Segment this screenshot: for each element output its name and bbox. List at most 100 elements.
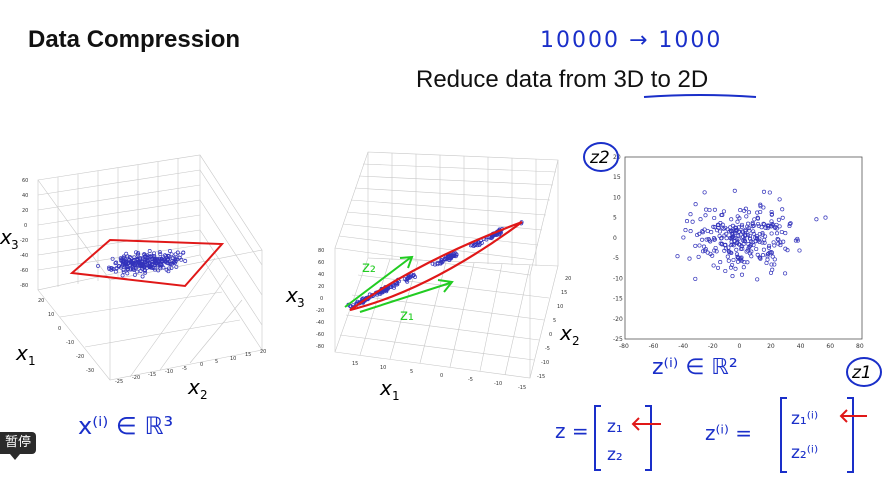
scatter-point — [730, 234, 736, 239]
middle-x1tick-labels: 15 10 5 0 -5 -10 -15 — [352, 361, 526, 391]
scatter-point — [675, 254, 680, 259]
ztick: 60 — [22, 178, 28, 184]
formulas: z = z₁ z₂ z⁽ⁱ⁾ = z₁⁽ⁱ⁾ z₂⁽ⁱ⁾ — [555, 397, 867, 473]
scatter-point — [772, 243, 777, 248]
middle-arrow-label-z2: z₂ — [362, 258, 376, 276]
x-tick-labels: -80 -60 -40 -20 0 20 40 60 80 — [619, 343, 864, 350]
x1tick: -30 — [86, 368, 94, 374]
middle-arrow-label-z1: z₁ — [400, 306, 414, 324]
z-top: z₁ — [607, 417, 623, 437]
scatter-point — [734, 252, 740, 257]
scatter-point — [169, 265, 174, 270]
pause-button[interactable]: 暂停 — [0, 432, 36, 460]
scatter-point — [160, 255, 165, 260]
z2-circle — [583, 142, 619, 172]
scatter-point — [747, 236, 752, 241]
ztick: 0 — [24, 223, 27, 229]
scatter-point — [147, 265, 152, 270]
z-bracket-right — [645, 405, 652, 471]
scatter-point — [183, 259, 188, 263]
scatter-point — [121, 269, 126, 274]
x1tick: 10 — [380, 365, 386, 371]
scatter-point — [746, 221, 751, 226]
left-axis-x1-sub: 1 — [28, 354, 36, 368]
scatter-point — [131, 267, 135, 272]
z-bracket-left — [594, 405, 601, 471]
scatter-point — [785, 248, 790, 253]
scatter-point — [755, 277, 760, 282]
scatter-point — [110, 256, 115, 261]
scatter-point — [738, 208, 743, 213]
x1tick: -20 — [76, 354, 84, 360]
x1tick: 5 — [410, 369, 413, 375]
scatter-point — [430, 261, 435, 266]
left-plane-outline — [69, 238, 225, 288]
scatter-point — [776, 217, 781, 222]
scatter-point — [709, 230, 714, 235]
scatter-point — [743, 206, 748, 211]
scatter-point — [736, 236, 741, 241]
scatter-point — [174, 264, 179, 269]
x-tick-label: -20 — [708, 343, 718, 350]
scatter-point — [732, 231, 737, 236]
scatter-point — [751, 243, 756, 248]
scatter-point — [152, 256, 157, 261]
middle-axis-x3: x — [285, 283, 298, 307]
scatter-point — [737, 242, 742, 247]
scatter-point — [769, 212, 774, 217]
scatter-point — [759, 225, 764, 230]
ztick: -40 — [316, 320, 324, 326]
scatter-point — [733, 266, 738, 271]
scatter-point — [177, 255, 182, 260]
x2tick: -5 — [545, 346, 550, 352]
scatter-point — [114, 260, 119, 265]
y-tick-label: 10 — [613, 194, 621, 201]
x2tick: 20 — [260, 349, 266, 355]
scatter-point — [439, 259, 444, 264]
scatter-point — [690, 219, 695, 224]
scatter-point — [735, 259, 741, 264]
scatter-point — [712, 225, 717, 230]
scatter-point — [135, 269, 140, 274]
x2tick: 5 — [553, 318, 556, 324]
scatter-point — [739, 224, 744, 229]
scatter-point — [113, 269, 118, 274]
scatter-point — [731, 257, 736, 263]
left-x1tick-labels: 20 10 0 -10 -20 -30 — [38, 298, 94, 374]
scatter-point — [714, 249, 719, 254]
plot-frame — [624, 156, 863, 340]
scatter-point — [149, 260, 154, 265]
scatter-point — [722, 233, 727, 238]
x2tick: 5 — [215, 359, 218, 365]
scatter-point — [384, 288, 389, 293]
middle-arrows — [344, 255, 454, 313]
scatter-point — [723, 268, 728, 274]
scatter-point — [140, 274, 145, 279]
scatter-point — [783, 231, 788, 236]
scatter-point — [729, 250, 734, 256]
scatter-point — [728, 265, 734, 270]
left-axis-x1: x — [15, 341, 28, 365]
scatter-point — [769, 231, 774, 236]
scatter-point — [732, 188, 737, 193]
red-arrow-icon — [631, 417, 661, 431]
scatter-point — [775, 237, 780, 242]
scatter-point — [411, 273, 416, 278]
scatter-point — [751, 231, 756, 236]
scatter-point — [128, 267, 133, 272]
scatter-point — [167, 248, 172, 253]
scatter-point — [454, 252, 459, 257]
x1tick: 20 — [38, 298, 44, 304]
scatter-point — [109, 265, 114, 270]
scatter-2d: -80 -60 -40 -20 0 20 40 60 80 20 15 10 5 0 -5 -10 -15 -2… — [583, 142, 882, 387]
scatter-point — [738, 246, 744, 252]
scatter-point — [701, 244, 707, 249]
x-tick-label: 0 — [738, 343, 742, 350]
scatter-point — [766, 245, 771, 250]
x2tick: -15 — [148, 372, 156, 378]
scatter-point — [155, 263, 160, 268]
scatter-point — [116, 263, 121, 268]
scatter-point — [132, 272, 137, 277]
scatter-point — [135, 264, 140, 269]
scatter-point — [107, 265, 111, 270]
